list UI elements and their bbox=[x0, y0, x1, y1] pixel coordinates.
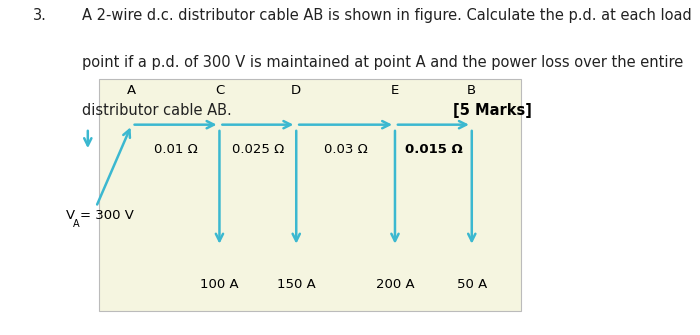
Text: 3.: 3. bbox=[33, 8, 47, 23]
Text: V: V bbox=[66, 209, 75, 222]
FancyBboxPatch shape bbox=[99, 78, 521, 311]
Text: A 2-wire d.c. distributor cable AB is shown in figure. Calculate the p.d. at eac: A 2-wire d.c. distributor cable AB is sh… bbox=[83, 8, 692, 23]
Text: 0.015 Ω: 0.015 Ω bbox=[405, 143, 462, 156]
Text: 0.025 Ω: 0.025 Ω bbox=[232, 143, 284, 156]
Text: distributor cable AB.: distributor cable AB. bbox=[83, 103, 232, 118]
Text: B: B bbox=[467, 84, 476, 97]
Text: point if a p.d. of 300 V is maintained at point A and the power loss over the en: point if a p.d. of 300 V is maintained a… bbox=[83, 56, 684, 70]
Text: E: E bbox=[391, 84, 399, 97]
Text: C: C bbox=[215, 84, 224, 97]
Text: 50 A: 50 A bbox=[456, 278, 487, 291]
Text: D: D bbox=[291, 84, 301, 97]
Text: A: A bbox=[73, 218, 80, 228]
Text: 0.03 Ω: 0.03 Ω bbox=[323, 143, 368, 156]
Text: 150 A: 150 A bbox=[277, 278, 316, 291]
Text: 0.01 Ω: 0.01 Ω bbox=[154, 143, 197, 156]
Text: A: A bbox=[127, 84, 136, 97]
Text: [5 Marks]: [5 Marks] bbox=[453, 103, 532, 118]
Text: 200 A: 200 A bbox=[376, 278, 414, 291]
Text: 100 A: 100 A bbox=[200, 278, 239, 291]
Text: = 300 V: = 300 V bbox=[80, 209, 134, 222]
